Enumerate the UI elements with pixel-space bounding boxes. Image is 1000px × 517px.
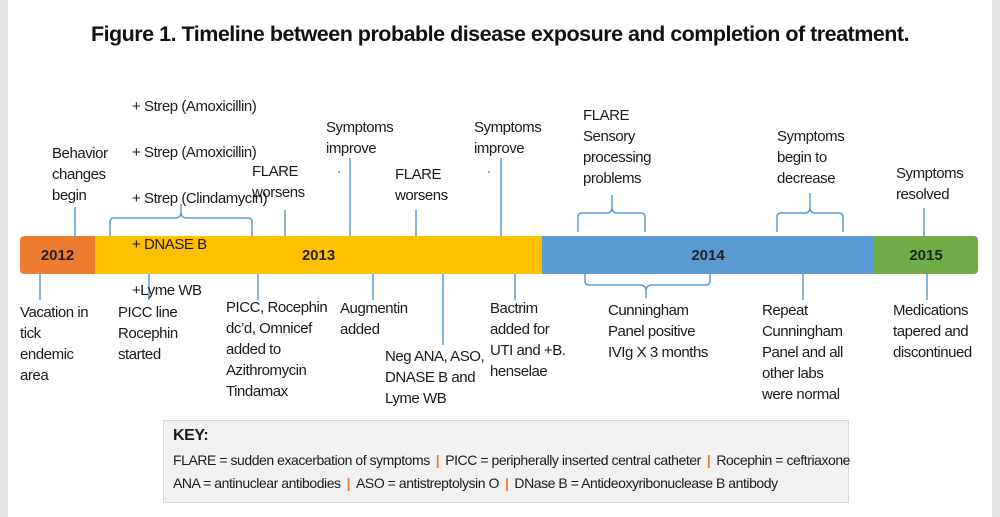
strep-item: + DNASE B: [132, 236, 207, 253]
label-repeat-cunningham: Repeat Cunningham Panel and all other la…: [762, 302, 843, 403]
key-entry: Rocephin = ceftriaxone: [716, 452, 851, 468]
key-separator: |: [706, 452, 711, 468]
brace-strep: [109, 204, 253, 236]
label-symptoms-improve-1: Symptoms improve: [326, 119, 394, 157]
label-medications: Medications tapered and discontinued: [893, 302, 972, 361]
year-2014-label: 2014: [691, 246, 725, 264]
year-2014-segment: 2014: [542, 236, 874, 274]
year-2013-segment: 2013: [95, 236, 542, 274]
key-separator: |: [504, 475, 509, 491]
year-2012-label: 2012: [40, 246, 75, 264]
year-2015-segment: 2015: [874, 236, 978, 274]
label-flare-worsens-2: FLARE worsens: [395, 166, 448, 204]
strep-item: + Strep (Clindamycin): [132, 190, 268, 207]
label-flare-worsens-1: FLARE worsens: [252, 163, 305, 201]
label-flare-sensory: FLARE Sensory processing problems: [583, 107, 652, 187]
key-row-2: ANA = antinuclear antibodies | ASO = antis…: [173, 472, 839, 495]
label-symptoms-resolved: Symptoms resolved: [896, 165, 964, 203]
key-row-1: FLARE = sudden exacerbation of symptoms |…: [173, 449, 850, 472]
key-entry: FLARE = sudden exacerbation of symptoms: [173, 452, 430, 468]
label-behavior-changes: Behavior changes begin: [52, 145, 108, 204]
brace-sensory: [577, 195, 646, 232]
key-entry: ASO = antistreptolysin O: [356, 475, 499, 491]
key-separator: |: [346, 475, 351, 491]
label-symptoms-improve-2: Symptoms improve: [474, 119, 542, 157]
dot-improve1: [338, 171, 340, 173]
label-neg-ana: Neg ANA, ASO, DNASE B and Lyme WB: [385, 348, 485, 407]
key-entry: ANA = antinuclear antibodies: [173, 475, 341, 491]
dot-improve2: [488, 171, 490, 173]
strep-item: +Lyme WB: [132, 282, 202, 299]
label-picc-dc: PICC, Rocephin dc’d, Omnicef added to Az…: [226, 299, 328, 400]
year-2013-label: 2013: [301, 246, 336, 264]
label-vacation: Vacation in tick endemic area: [20, 304, 89, 384]
brace-cunningham: [584, 274, 711, 298]
key-entry: DNase B = Antideoxyribonuclease B antibo…: [514, 475, 778, 491]
key-separator: |: [435, 452, 440, 468]
brace-decrease: [776, 193, 844, 232]
label-bactrim: Bactrim added for UTI and +B. henselae: [490, 300, 566, 380]
figure-title: Figure 1. Timeline between probable dise…: [90, 22, 910, 46]
strep-item: + Strep (Amoxicillin): [132, 98, 257, 115]
label-picc-line: PICC line Rocephin started: [118, 304, 178, 363]
strep-item: + Strep (Amoxicillin): [132, 144, 257, 161]
key-title: KEY:: [173, 427, 209, 444]
label-cunningham: Cunningham Panel positive IVIg X 3 month…: [608, 302, 708, 361]
key-entry: PICC = peripherally inserted central cat…: [445, 452, 701, 468]
year-2012-segment: 2012: [20, 236, 95, 274]
label-strep-list: + Strep (Amoxicillin) + Strep (Amoxicill…: [132, 73, 268, 324]
label-augmentin: Augmentin added: [340, 300, 408, 338]
label-symptoms-decrease: Symptoms begin to decrease: [777, 128, 845, 187]
year-2015-label: 2015: [909, 246, 943, 264]
key-box: KEY: FLARE = sudden exacerbation of symp…: [163, 420, 850, 503]
